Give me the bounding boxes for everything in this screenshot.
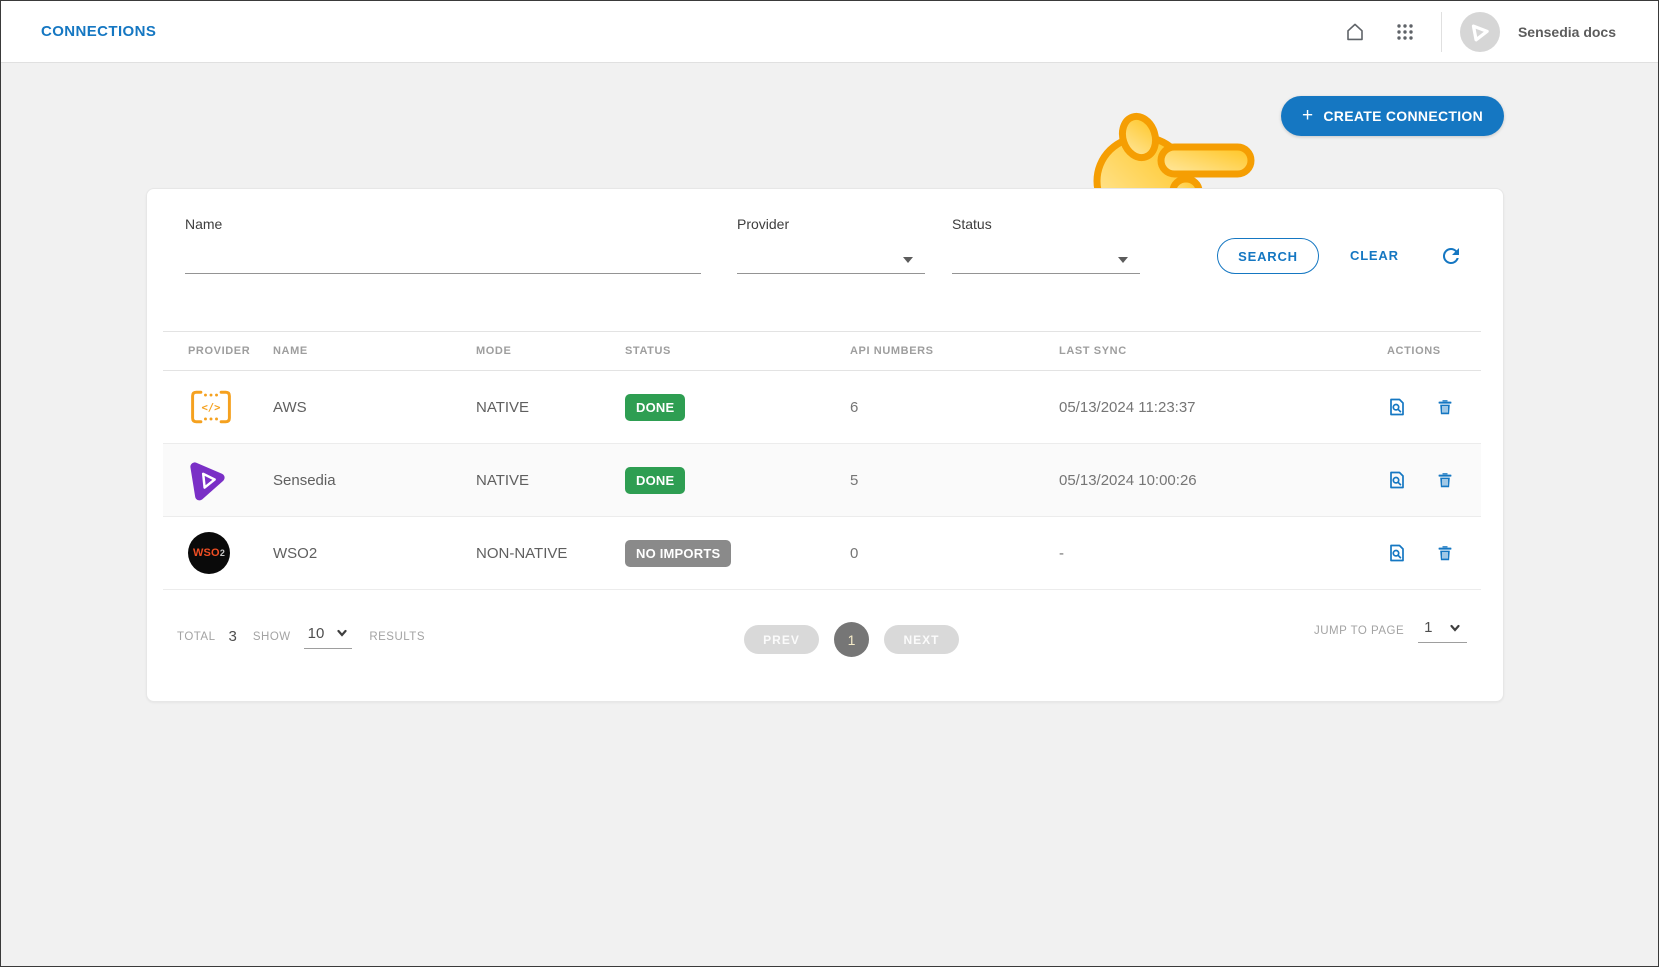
home-icon[interactable] xyxy=(1343,20,1367,44)
current-page-button[interactable]: 1 xyxy=(834,622,869,657)
page-size-select[interactable]: 10 xyxy=(303,624,353,649)
svg-text:</>: </> xyxy=(201,402,220,414)
api-numbers-value: 0 xyxy=(850,544,859,562)
aws-api-gateway-icon: </> xyxy=(188,389,273,425)
connection-name: WSO2 xyxy=(273,544,318,562)
col-provider: PROVIDER xyxy=(188,345,251,357)
user-label: Sensedia docs xyxy=(1517,23,1616,40)
view-document-icon[interactable] xyxy=(1387,397,1407,417)
chevron-down-icon xyxy=(1449,624,1460,632)
api-numbers-value: 6 xyxy=(850,398,859,416)
delete-icon[interactable] xyxy=(1435,397,1455,417)
search-button[interactable]: SEARCH xyxy=(1217,238,1319,274)
view-document-icon[interactable] xyxy=(1387,543,1407,563)
avatar[interactable] xyxy=(1459,11,1500,52)
create-connection-button[interactable]: + CREATE CONNECTION xyxy=(1281,96,1504,136)
status-badge: DONE xyxy=(625,393,686,421)
provider-filter-select[interactable]: Provider xyxy=(737,216,925,274)
clear-button[interactable]: CLEAR xyxy=(1350,238,1399,274)
create-connection-label: CREATE CONNECTION xyxy=(1323,108,1484,124)
connection-name: Sensedia xyxy=(273,471,336,489)
last-sync-value: 05/13/2024 10:00:26 xyxy=(1059,471,1197,489)
table-header-row: PROVIDER NAME MODE STATUS API NUMBERS LA… xyxy=(163,331,1481,371)
jump-page-value: 1 xyxy=(1424,619,1433,636)
connection-mode: NATIVE xyxy=(476,471,530,489)
last-sync-value: - xyxy=(1059,544,1064,562)
plus-icon: + xyxy=(1301,104,1314,126)
sensedia-icon xyxy=(188,459,273,501)
wso2-icon: WSO2 xyxy=(188,532,230,574)
results-summary: TOTAL 3 SHOW 10 RESULTS xyxy=(177,619,425,654)
jump-label: JUMP TO PAGE xyxy=(1314,625,1405,637)
prev-page-button[interactable]: PREV xyxy=(744,625,819,654)
col-last-sync: LAST SYNC xyxy=(1059,345,1127,357)
name-filter-field[interactable]: Name xyxy=(185,216,701,274)
pager: PREV 1 NEXT xyxy=(744,622,959,657)
col-actions: ACTIONS xyxy=(1387,345,1441,357)
top-bar: CONNECTIONS Sensedia docs xyxy=(1,1,1658,63)
connections-card: Name Provider Status SEARCH CLEAR PROVID… xyxy=(146,188,1504,702)
sensedia-logo-icon xyxy=(1471,24,1489,41)
col-api-numbers: API NUMBERS xyxy=(850,345,934,357)
page-size-value: 10 xyxy=(307,624,325,642)
col-status: STATUS xyxy=(625,345,671,357)
provider-filter-label: Provider xyxy=(737,216,790,232)
delete-icon[interactable] xyxy=(1435,543,1455,563)
topbar-divider xyxy=(1440,11,1442,52)
status-badge: NO IMPORTS xyxy=(625,539,732,567)
dropdown-arrow-icon xyxy=(903,257,913,263)
name-filter-label: Name xyxy=(185,216,223,232)
results-label: RESULTS xyxy=(369,630,426,643)
view-document-icon[interactable] xyxy=(1387,470,1407,490)
total-value: 3 xyxy=(228,628,237,645)
connection-name: AWS xyxy=(273,398,307,416)
status-filter-label: Status xyxy=(952,216,992,232)
connections-table: PROVIDER NAME MODE STATUS API NUMBERS LA… xyxy=(163,331,1481,590)
connection-mode: NATIVE xyxy=(476,398,530,416)
jump-page-select[interactable]: 1 xyxy=(1418,619,1467,643)
col-name: NAME xyxy=(273,345,308,357)
delete-icon[interactable] xyxy=(1435,470,1455,490)
api-numbers-value: 5 xyxy=(850,471,859,489)
status-badge: DONE xyxy=(625,466,686,494)
table-row[interactable]: Sensedia NATIVE DONE 5 05/13/2024 10:00:… xyxy=(163,444,1481,517)
table-row[interactable]: </> AWS NATIVE DONE 6 05/13/2024 11:23:3… xyxy=(163,371,1481,444)
col-mode: MODE xyxy=(476,345,512,357)
chevron-down-icon xyxy=(337,629,347,637)
show-label: SHOW xyxy=(252,630,291,643)
refresh-icon[interactable] xyxy=(1439,244,1463,268)
table-row[interactable]: WSO2 WSO2 NON-NATIVE NO IMPORTS 0 - xyxy=(163,517,1481,590)
next-page-button[interactable]: NEXT xyxy=(884,625,959,654)
connection-mode: NON-NATIVE xyxy=(476,544,568,562)
total-label: TOTAL xyxy=(177,630,216,643)
last-sync-value: 05/13/2024 11:23:37 xyxy=(1059,398,1196,416)
status-filter-select[interactable]: Status xyxy=(952,216,1140,274)
apps-grid-icon[interactable] xyxy=(1393,20,1417,44)
jump-to-page: JUMP TO PAGE 1 xyxy=(1314,619,1467,643)
dropdown-arrow-icon xyxy=(1118,257,1128,263)
page-title: CONNECTIONS xyxy=(41,23,157,40)
